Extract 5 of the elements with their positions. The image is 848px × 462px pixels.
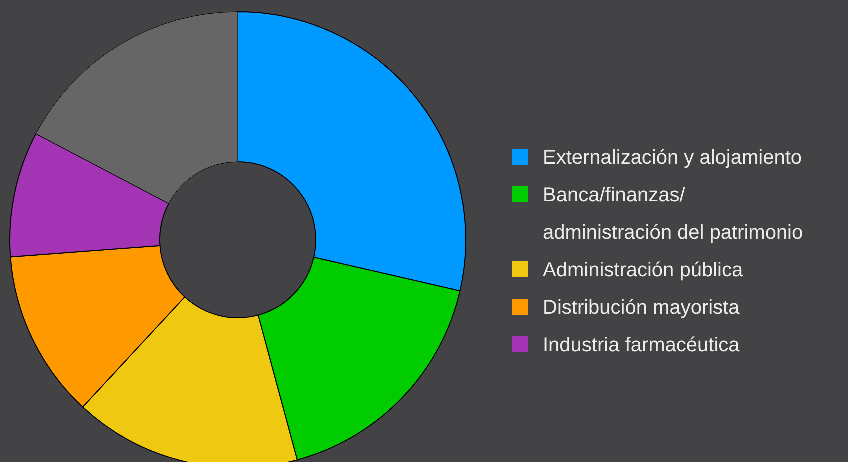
legend-label: Administración pública xyxy=(543,260,744,282)
legend-label: Banca/finanzas/ administración del patrimonio xyxy=(543,184,804,244)
legend-label: Externalización y alojamiento xyxy=(543,147,802,169)
legend-label: Distribución mayorista xyxy=(543,297,741,319)
legend-label: Industria farmacéutica xyxy=(543,334,741,356)
